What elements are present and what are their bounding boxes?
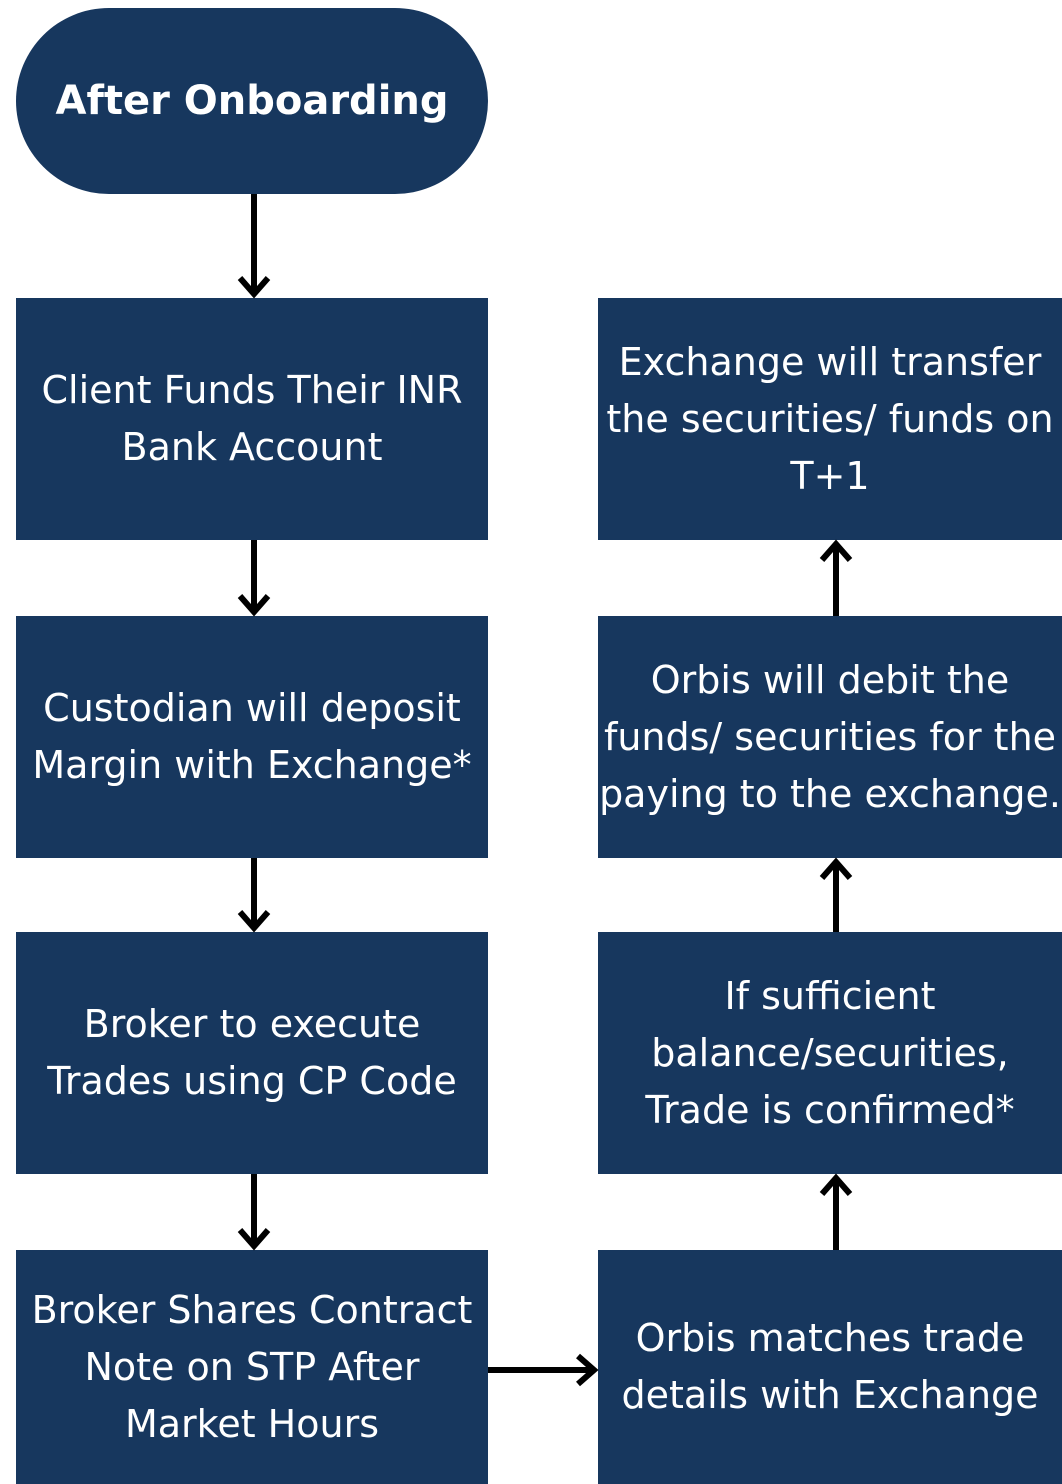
arrow (237, 194, 271, 299)
process-node: Exchange will transfer the securities/ f… (598, 298, 1062, 540)
start-node: After Onboarding (16, 8, 488, 194)
process-node: Broker Shares Contract Note on STP After… (16, 1250, 488, 1484)
arrow (237, 540, 271, 617)
arrow (819, 1173, 853, 1250)
process-node: Client Funds Their INR Bank Account (16, 298, 488, 540)
process-node: Broker to execute Trades using CP Code (16, 932, 488, 1174)
arrow (819, 539, 853, 616)
arrow (488, 1353, 599, 1387)
process-node: If sufficient balance/securities, Trade … (598, 932, 1062, 1174)
process-node: Orbis matches trade details with Exchang… (598, 1250, 1062, 1484)
process-node: Orbis will debit the funds/ securities f… (598, 616, 1062, 858)
arrow (237, 1174, 271, 1251)
arrow (237, 858, 271, 933)
process-node: Custodian will deposit Margin with Excha… (16, 616, 488, 858)
arrow (819, 857, 853, 932)
